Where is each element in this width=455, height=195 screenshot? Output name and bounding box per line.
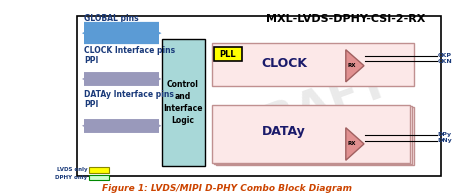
Bar	[214, 47, 242, 61]
Bar	[216, 107, 414, 165]
Text: CKN: CKN	[438, 59, 452, 64]
Text: RX: RX	[347, 63, 355, 68]
Bar	[212, 43, 414, 86]
Text: CLOCK: CLOCK	[261, 58, 308, 70]
Text: CLOCK Interface pins
PPI: CLOCK Interface pins PPI	[84, 46, 175, 65]
Bar	[77, 16, 441, 176]
Text: DNy: DNy	[438, 138, 452, 143]
Bar	[89, 175, 109, 180]
Bar	[212, 105, 410, 163]
Text: DPy: DPy	[438, 132, 452, 137]
Text: DRAFT: DRAFT	[224, 60, 395, 158]
Text: CKP: CKP	[438, 53, 452, 58]
Bar	[89, 167, 109, 173]
Text: Figure 1: LVDS/MIPI D-PHY Combo Block Diagram: Figure 1: LVDS/MIPI D-PHY Combo Block Di…	[102, 184, 353, 193]
Text: PLL: PLL	[220, 50, 236, 58]
Text: RX: RX	[347, 141, 355, 146]
Bar	[214, 106, 412, 164]
Bar	[162, 39, 205, 166]
Text: DATAy: DATAy	[262, 125, 305, 138]
Text: GLOBAL pins: GLOBAL pins	[84, 14, 139, 23]
Polygon shape	[346, 50, 364, 82]
Text: DPHY only: DPHY only	[55, 175, 87, 180]
Polygon shape	[346, 128, 364, 160]
Text: MXL-LVDS-DPHY-CSI-2-RX: MXL-LVDS-DPHY-CSI-2-RX	[266, 14, 425, 24]
Text: Control
and
Interface
Logic: Control and Interface Logic	[163, 80, 202, 125]
Text: DATAy Interface pins
PPI: DATAy Interface pins PPI	[84, 90, 174, 109]
Text: LVDS only: LVDS only	[57, 167, 87, 172]
